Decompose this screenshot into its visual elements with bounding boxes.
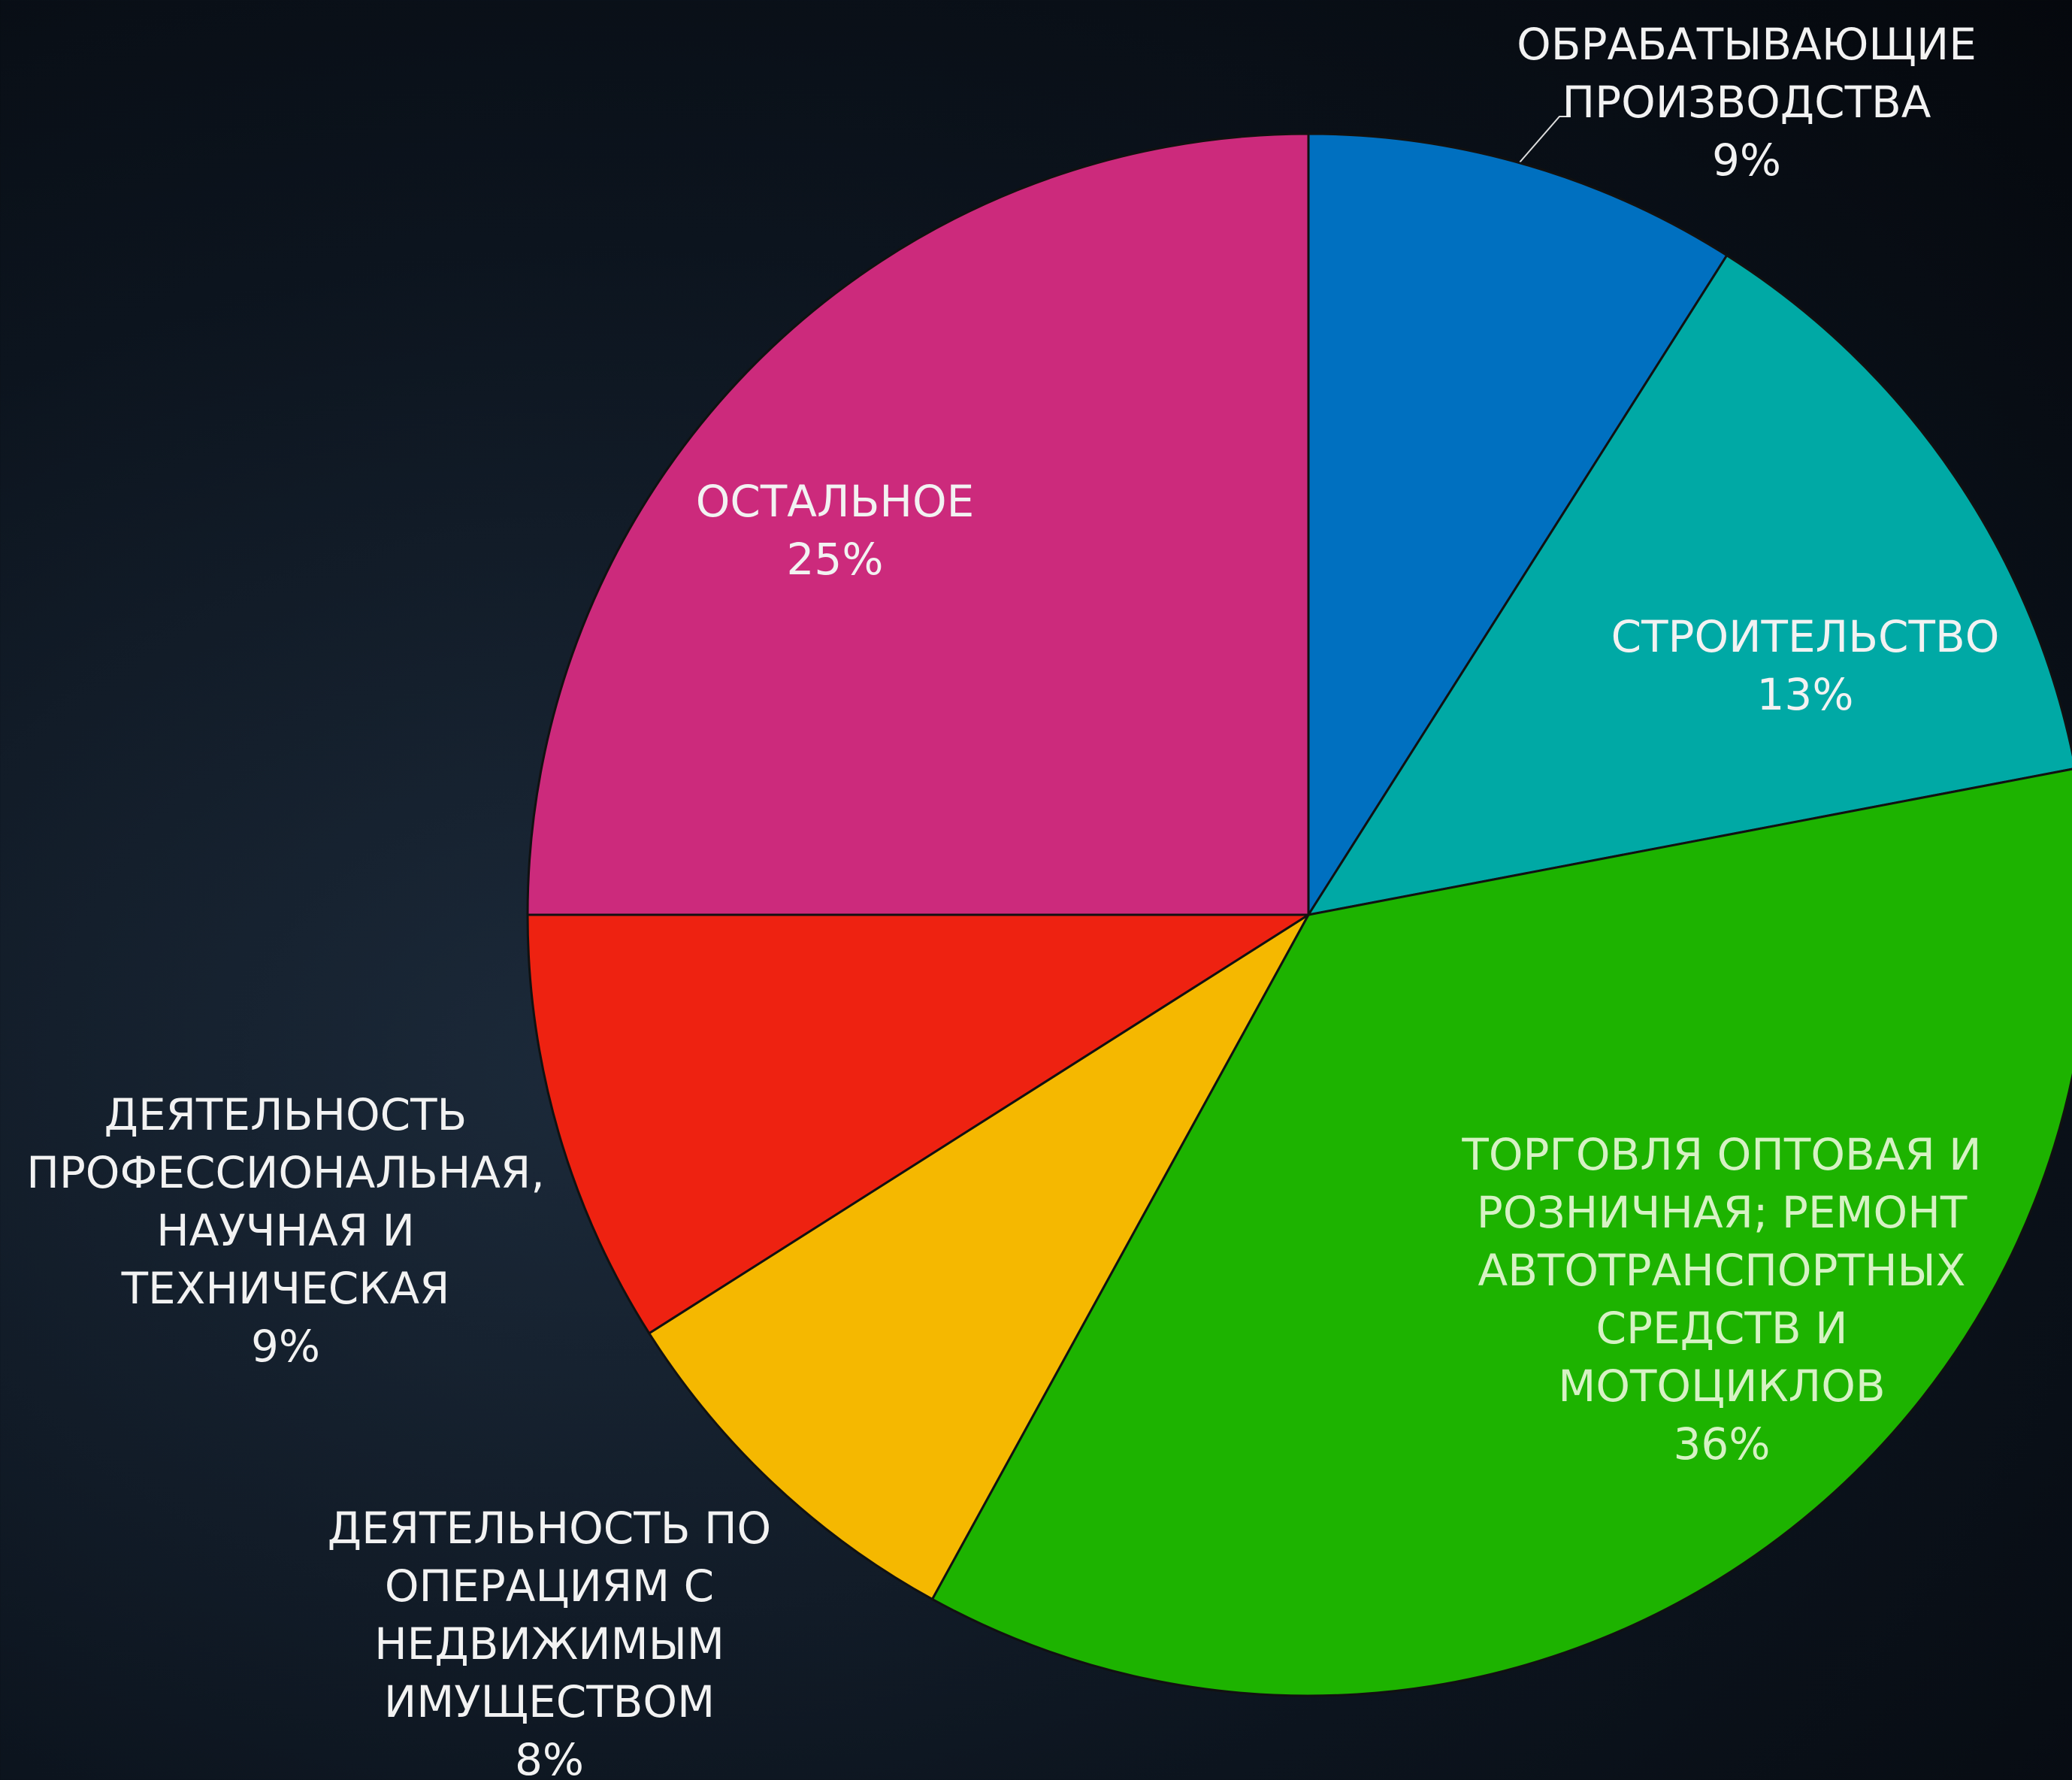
value-label: 36% — [1673, 1418, 1771, 1470]
slice-label: СТРОИТЕЛЬСТВО 13% — [1542, 608, 2068, 724]
pie-slice — [1307, 132, 1729, 919]
value-label: 13% — [1756, 669, 1854, 720]
pie-slice — [930, 767, 2072, 1697]
slice-label: ОСТАЛЬНОЕ 25% — [647, 473, 1023, 589]
category-label: ТОРГОВЛЯ ОПТОВАЯ И РОЗНИЧНАЯ; РЕМОНТ АВТ… — [1462, 1129, 1982, 1412]
pie-slice — [647, 913, 1310, 1601]
slice-label: ТОРГОВЛЯ ОПТОВАЯ И РОЗНИЧНАЯ; РЕМОНТ АВТ… — [1444, 1126, 2000, 1473]
value-label: 9% — [1711, 135, 1781, 186]
slice-label: ДЕЯТЕЛЬНОСТЬ ПО ОПЕРАЦИЯМ С НЕДВИЖИМЫМ И… — [316, 1500, 782, 1780]
slice-label: ДЕЯТЕЛЬНОСТЬ ПРОФЕССИОНАЛЬНАЯ, НАУЧНАЯ И… — [15, 1086, 556, 1376]
pie-slice — [526, 913, 1313, 1335]
value-label: 8% — [514, 1734, 584, 1780]
category-label: ОБРАБАТЫВАЮЩИЕ ПРОИЗВОДСТВА — [1517, 19, 1977, 128]
category-label: ДЕЯТЕЛЬНОСТЬ ПРОФЕССИОНАЛЬНАЯ, НАУЧНАЯ И… — [26, 1089, 545, 1314]
value-label: 25% — [786, 534, 884, 585]
category-label: ОСТАЛЬНОЕ — [695, 476, 975, 527]
pie-slice — [1305, 253, 2072, 917]
pie-slice — [526, 132, 1310, 916]
category-label: ДЕЯТЕЛЬНОСТЬ ПО ОПЕРАЦИЯМ С НЕДВИЖИМЫМ И… — [327, 1503, 772, 1727]
value-label: 9% — [250, 1321, 320, 1372]
slice-label: ОБРАБАТЫВАЮЩИЕ ПРОИЗВОДСТВА 9% — [1506, 16, 1987, 189]
leader-line — [1519, 116, 1571, 163]
category-label: СТРОИТЕЛЬСТВО — [1611, 611, 2000, 662]
